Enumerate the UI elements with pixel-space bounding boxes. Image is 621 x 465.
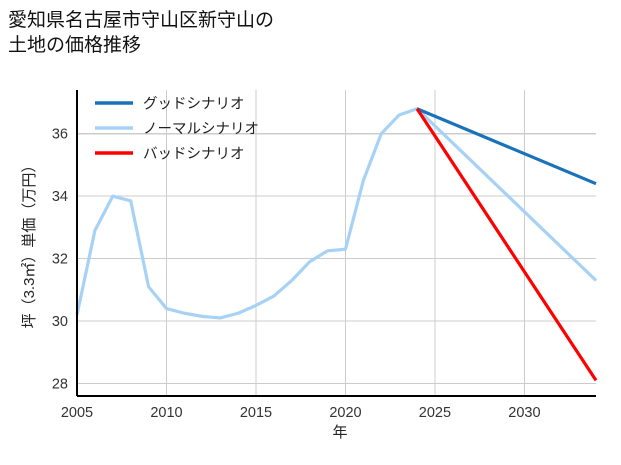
axis-spines <box>75 90 596 398</box>
y-tick-labels: 28 30 32 34 36 <box>52 127 68 393</box>
x-axis-title: 年 <box>332 424 347 441</box>
series-line-good <box>416 107 597 186</box>
series-line-normal <box>75 107 598 320</box>
data-series-group <box>75 107 598 382</box>
legend-label-normal: ノーマルシナリオ <box>143 122 259 138</box>
y-gridlines <box>77 133 596 385</box>
x-tick-label: 2005 <box>61 405 93 421</box>
y-axis-title: 坪（3.3㎡）単価（万円） <box>21 158 38 329</box>
x-tick-label: 2025 <box>419 405 451 421</box>
legend-label-good: グッドシナリオ <box>143 96 245 113</box>
y-tick-label: 32 <box>52 252 68 268</box>
y-tick-label: 28 <box>52 377 68 393</box>
page-title: 愛知県名古屋市守山区新守山の 土地の価格推移 <box>8 10 275 57</box>
x-tick-label: 2015 <box>240 405 272 421</box>
x-tick-label: 2010 <box>150 405 182 421</box>
x-tick-label: 2030 <box>508 405 540 421</box>
x-tick-labels: 2005 2010 2015 2020 2025 2030 <box>61 405 541 421</box>
y-tick-label: 30 <box>52 314 68 330</box>
series-line-bad <box>415 107 598 382</box>
x-gridlines <box>165 90 525 396</box>
x-tick-label: 2020 <box>329 405 361 421</box>
legend-label-bad: バッドシナリオ <box>143 147 245 163</box>
y-tick-label: 36 <box>52 127 68 143</box>
y-tick-label: 34 <box>52 189 68 205</box>
